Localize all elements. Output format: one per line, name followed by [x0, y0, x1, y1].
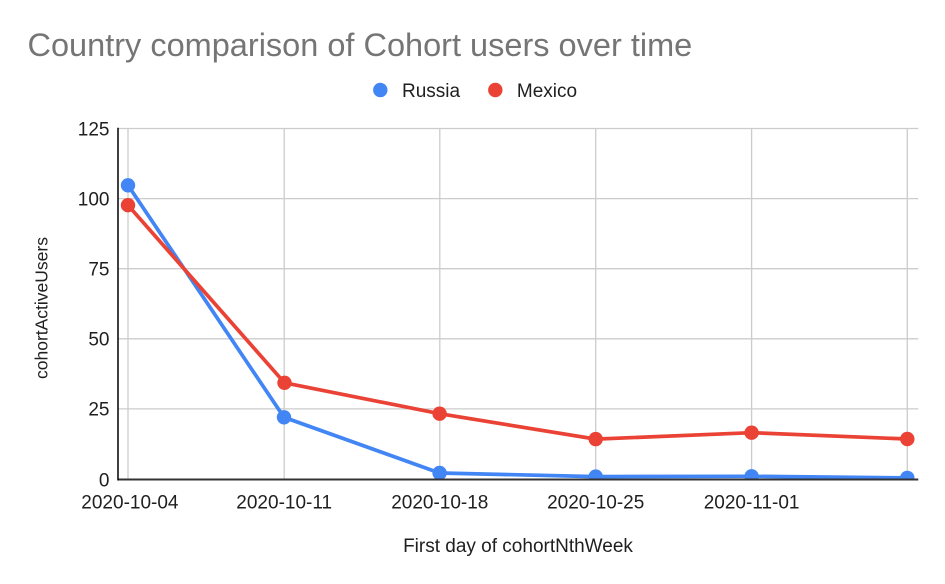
- svg-text:0: 0: [99, 470, 110, 491]
- svg-text:75: 75: [88, 260, 109, 281]
- svg-text:2020-10-25: 2020-10-25: [547, 492, 644, 513]
- svg-text:100: 100: [78, 189, 110, 210]
- svg-text:125: 125: [78, 119, 110, 140]
- svg-text:2020-10-18: 2020-10-18: [391, 492, 488, 513]
- svg-text:cohortActiveUsers: cohortActiveUsers: [32, 237, 52, 379]
- svg-text:25: 25: [88, 400, 109, 421]
- svg-text:Russia: Russia: [402, 81, 461, 102]
- svg-text:First day of cohortNthWeek: First day of cohortNthWeek: [403, 536, 633, 557]
- svg-text:Country comparison of Cohort u: Country comparison of Cohort users over …: [28, 27, 693, 63]
- svg-text:2020-11-01: 2020-11-01: [704, 492, 800, 513]
- svg-text:2020-10-11: 2020-10-11: [236, 492, 332, 513]
- svg-text:2020-10-04: 2020-10-04: [81, 492, 179, 513]
- svg-text:Mexico: Mexico: [517, 81, 577, 102]
- svg-text:50: 50: [88, 330, 109, 351]
